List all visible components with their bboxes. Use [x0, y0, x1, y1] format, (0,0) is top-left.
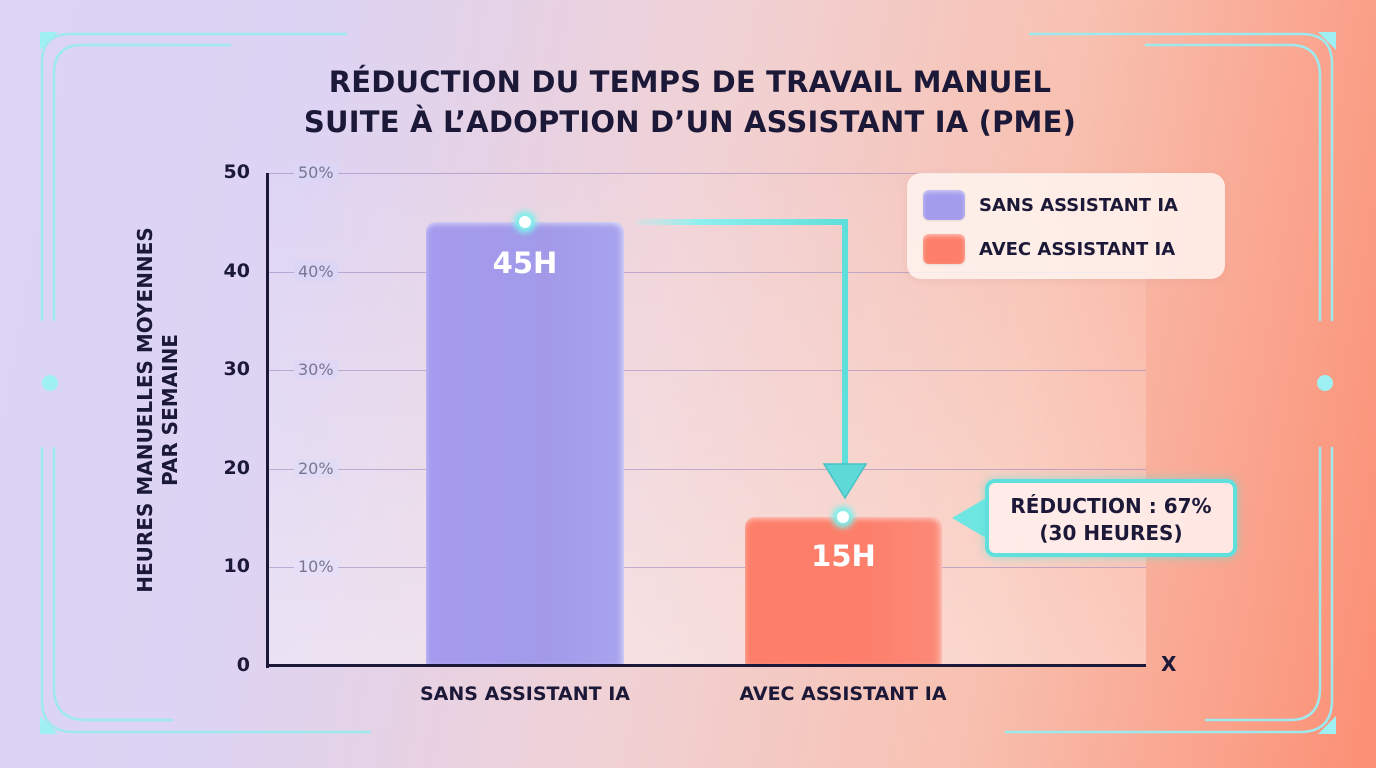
bar-top-marker-icon: [519, 216, 531, 228]
legend-label: SANS ASSISTANT IA: [979, 194, 1178, 216]
gridline-10: [268, 567, 1146, 568]
chart-title-line-2: SUITE À L’ADOPTION D’UN ASSISTANT IA (PM…: [303, 105, 1077, 139]
y-axis-line: [266, 173, 269, 668]
y-tick-40: 40: [223, 260, 250, 282]
grid-label-50: 50%: [294, 163, 338, 182]
y-tick-10: 10: [223, 555, 250, 577]
x-axis-end-label: X: [1161, 652, 1177, 676]
legend-swatch-purple: [923, 190, 965, 220]
gridline-50: [268, 173, 1146, 174]
legend-item-avec-assistant[interactable]: AVEC ASSISTANT IA: [923, 234, 1175, 264]
legend-swatch-coral: [923, 234, 965, 264]
y-tick-50: 50: [223, 161, 250, 183]
x-category-sans-assistant: SANS ASSISTANT IA: [419, 683, 630, 705]
y-tick-30: 30: [223, 358, 250, 380]
chart-title: RÉDUCTION DU TEMPS DE TRAVAIL MANUEL SUI…: [240, 62, 1140, 142]
callout-text: RÉDUCTION : 67% (30 HEURES): [989, 493, 1233, 547]
y-tick-20: 20: [223, 457, 250, 479]
y-tick-0: 0: [236, 654, 250, 676]
chart-title-line-1: RÉDUCTION DU TEMPS DE TRAVAIL MANUEL: [328, 65, 1052, 99]
bar-value-label: 15H: [811, 539, 876, 573]
grid-label-30: 30%: [294, 360, 338, 379]
callout-line-2: (30 HEURES): [1039, 521, 1183, 545]
gridline-40: [268, 272, 1146, 273]
bar-value-label: 45H: [492, 246, 558, 280]
gridline-20: [268, 469, 1146, 470]
callout-pointer-icon: [952, 498, 986, 538]
x-category-avec-assistant: AVEC ASSISTANT IA: [739, 683, 947, 705]
x-axis-line: [266, 664, 1146, 667]
bar-top-marker-icon: [837, 511, 849, 523]
legend: SANS ASSISTANT IA AVEC ASSISTANT IA: [907, 173, 1225, 279]
gridline-30: [268, 370, 1146, 371]
grid-label-10: 10%: [294, 557, 338, 576]
bar-avec-assistant[interactable]: 15H: [745, 517, 942, 666]
legend-label: AVEC ASSISTANT IA: [979, 238, 1176, 260]
legend-item-sans-assistant[interactable]: SANS ASSISTANT IA: [923, 190, 1178, 220]
bar-sans-assistant[interactable]: 45H: [426, 222, 624, 666]
grid-label-20: 20%: [294, 459, 338, 478]
grid-label-40: 40%: [294, 262, 338, 281]
reduction-callout: RÉDUCTION : 67% (30 HEURES): [985, 479, 1237, 557]
callout-line-1: RÉDUCTION : 67%: [1010, 494, 1212, 518]
